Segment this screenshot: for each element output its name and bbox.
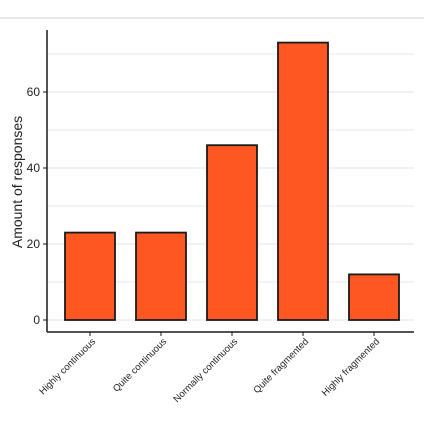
axes (43, 30, 414, 336)
y-tick-labels: 0 20 40 60 (27, 85, 41, 327)
y-tick-label: 0 (33, 313, 40, 327)
bar-highly-continuous (64, 231, 116, 321)
bar-normally-continuous (206, 144, 258, 321)
x-tick-labels: Highly continuous Quite continuous Normall… (37, 336, 382, 405)
y-axis-title: Amount of responses (9, 116, 25, 248)
x-tick-label: Highly fragmented (320, 336, 382, 398)
y-tick-label: 40 (27, 161, 41, 175)
x-tick-label: Normally continuous (171, 336, 240, 405)
x-tick-label: Highly continuous (37, 336, 98, 397)
x-tick-label: Quite fragmented (251, 336, 311, 396)
bars (64, 41, 400, 321)
bar-quite-fragmented (277, 41, 329, 321)
y-tick-label: 20 (27, 237, 41, 251)
x-tick-label: Quite continuous (111, 336, 169, 394)
y-tick-label: 60 (27, 85, 41, 99)
bar-quite-continuous (135, 231, 187, 321)
bar-highly-fragmented (348, 273, 400, 321)
